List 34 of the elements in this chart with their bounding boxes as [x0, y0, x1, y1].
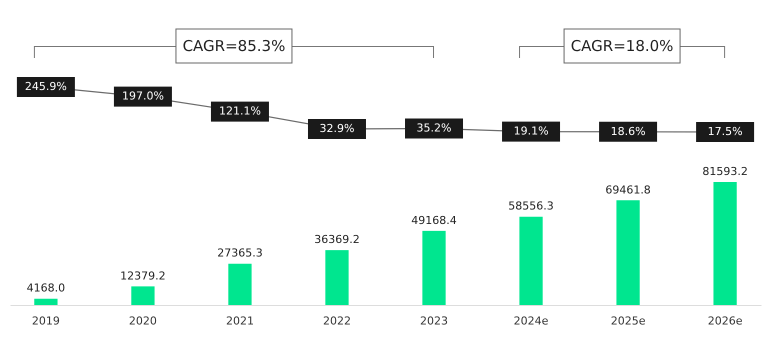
- data-label: 35.2%: [416, 122, 452, 135]
- x-tick-label: 2019: [32, 314, 60, 328]
- x-tick-label: 2020: [128, 314, 157, 328]
- x-tick-label: 2025e: [610, 314, 646, 328]
- x-tick-label: 2021: [226, 314, 254, 328]
- x-tick-label: 2026e: [708, 314, 743, 328]
- data-label: 81593.2: [702, 165, 748, 178]
- bar: [228, 264, 252, 305]
- data-label: 49168.4: [411, 214, 457, 227]
- bar: [519, 216, 543, 305]
- bar: [616, 200, 640, 305]
- text: CAGR=85.3%: [182, 37, 286, 55]
- data-label: 19.1%: [514, 124, 549, 138]
- data-label: 121.1%: [218, 104, 261, 118]
- data-label: 17.5%: [708, 125, 743, 138]
- data-label: 27365.3: [217, 246, 263, 260]
- data-label: 4168.0: [26, 282, 66, 295]
- text: CAGR=18.0%: [570, 37, 674, 55]
- bar: [422, 230, 446, 305]
- bar: [325, 250, 349, 305]
- bar: [713, 182, 737, 305]
- data-label: 58556.3: [508, 200, 554, 213]
- data-label: 36369.2: [314, 233, 360, 246]
- bar: [34, 298, 58, 305]
- x-tick-label: 2022: [322, 314, 351, 328]
- data-label: 12379.2: [120, 269, 166, 282]
- bar: [131, 286, 155, 305]
- data-label: 197.0%: [122, 90, 164, 103]
- data-label: 32.9%: [320, 122, 354, 135]
- data-label: 245.9%: [24, 80, 67, 93]
- data-label: 18.6%: [610, 124, 646, 138]
- data-label: 69461.8: [605, 183, 651, 196]
- x-tick-label: 2023: [420, 314, 448, 328]
- x-tick-label: 2024e: [514, 314, 549, 328]
